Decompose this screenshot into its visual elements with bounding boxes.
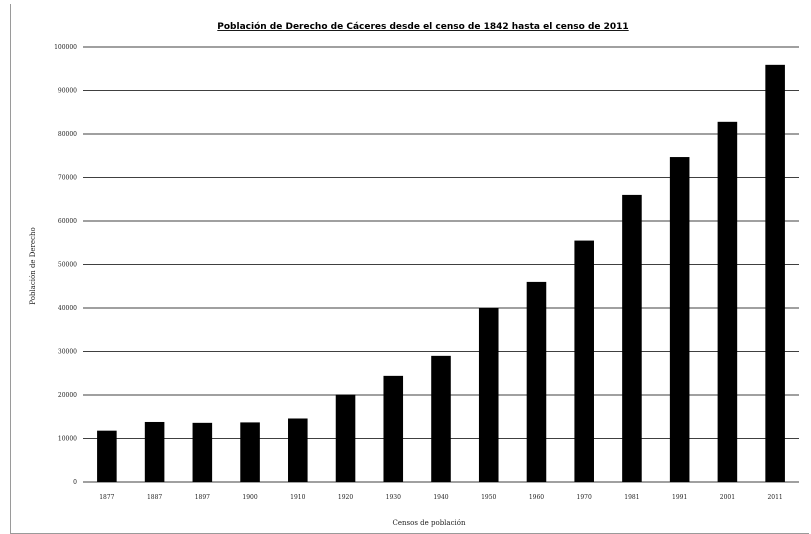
- bar-1897: [192, 422, 213, 482]
- x-tick-label: 1991: [672, 494, 687, 501]
- x-tick-label: 1920: [338, 494, 353, 501]
- y-tick-label: 0: [73, 479, 77, 486]
- x-tick-label: 1960: [529, 494, 544, 501]
- y-tick-label: 10000: [58, 436, 77, 443]
- x-tick-label: 1930: [386, 494, 401, 501]
- bar-1960: [526, 281, 547, 482]
- y-tick-label: 90000: [58, 88, 77, 95]
- x-tick-label: 1970: [577, 494, 592, 501]
- y-axis-ticks: 0 10000 20000 30000 40000 50000 60000 70000 8000…: [54, 44, 77, 486]
- x-tick-label: 2011: [767, 494, 782, 501]
- x-tick-label: 1887: [147, 494, 162, 501]
- x-tick-label: 1940: [433, 494, 448, 501]
- bar-1877: [97, 430, 117, 482]
- chart-title: Población de Derecho de Cáceres desde el…: [217, 21, 628, 32]
- x-tick-label: 1981: [624, 494, 639, 501]
- bar-chart: Población de Derecho de Cáceres desde el…: [29, 21, 799, 527]
- y-tick-label: 40000: [58, 305, 77, 312]
- bar-1910: [288, 418, 308, 482]
- x-axis-title: Censos de población: [393, 519, 466, 527]
- bar-1991: [669, 157, 690, 482]
- x-tick-label: 1877: [99, 494, 114, 501]
- bar-1930: [383, 375, 404, 482]
- y-tick-label: 30000: [58, 349, 77, 356]
- x-axis-ticks: 1877 1887 1897 1900 1910 1920 1930 1940 1950 1960…: [99, 494, 783, 501]
- y-axis-title: Población de Derecho: [29, 227, 37, 304]
- y-tick-label: 60000: [58, 218, 77, 225]
- bar-2001: [717, 121, 738, 482]
- y-tick-label: 50000: [58, 262, 77, 269]
- bars: [97, 64, 785, 483]
- bar-1950: [478, 308, 499, 482]
- bar-1887: [144, 421, 165, 482]
- y-tick-label: 100000: [54, 44, 77, 51]
- y-tick-label: 70000: [58, 175, 77, 182]
- y-tick-label: 80000: [58, 131, 77, 138]
- chart-area: Población de Derecho de Cáceres desde el…: [10, 4, 809, 534]
- x-tick-label: 1910: [290, 494, 305, 501]
- bar-1920: [335, 394, 356, 482]
- bar-1981: [622, 194, 642, 482]
- bar-2011: [765, 64, 785, 483]
- x-tick-label: 2001: [720, 494, 735, 501]
- bar-1900: [240, 422, 260, 482]
- x-tick-label: 1897: [195, 494, 210, 501]
- x-tick-label: 1900: [242, 494, 257, 501]
- x-tick-label: 1950: [481, 494, 496, 501]
- bar-1940: [431, 355, 451, 482]
- y-tick-label: 20000: [58, 392, 77, 399]
- bar-1970: [574, 240, 594, 482]
